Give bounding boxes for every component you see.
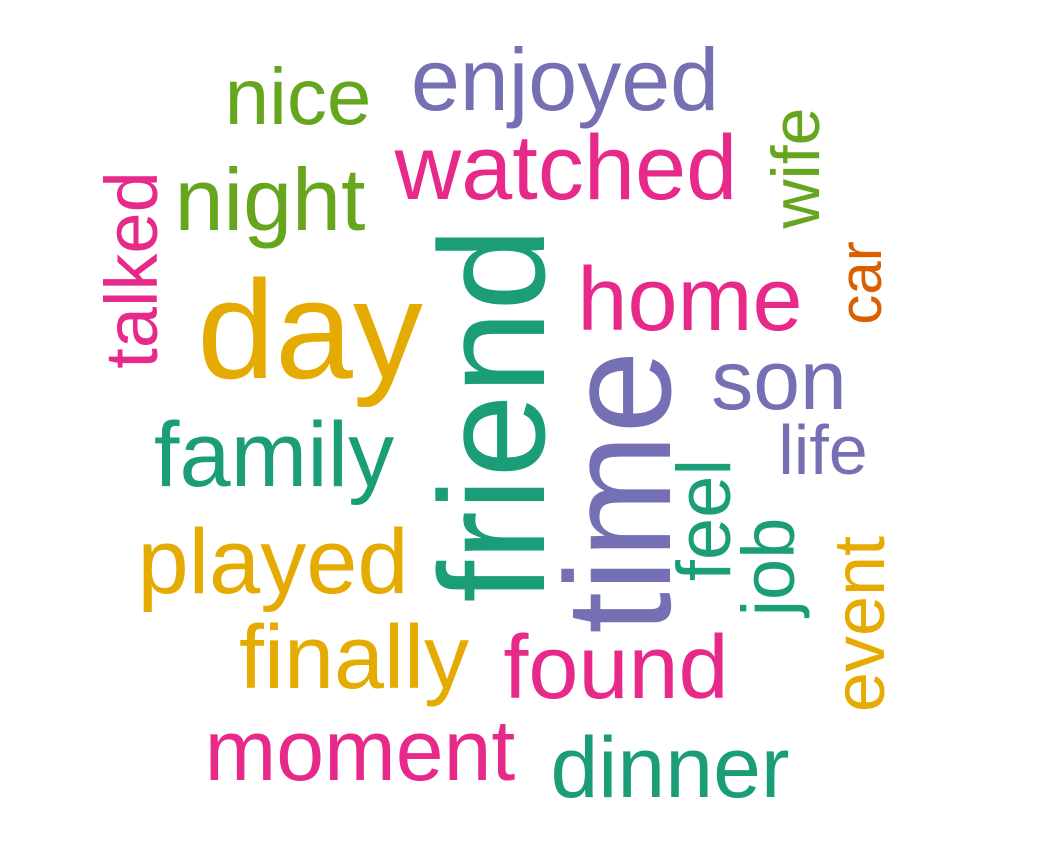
word-nice: nice (224, 52, 372, 141)
word-night: night (174, 150, 366, 249)
word-wife: wife (758, 107, 834, 229)
word-watched: watched (394, 117, 738, 219)
word-enjoyed: enjoyed (410, 30, 720, 129)
word-talked: talked (90, 171, 173, 369)
word-found: found (503, 618, 729, 718)
word-job: job (727, 517, 810, 617)
word-son: son (711, 333, 847, 427)
word-family: family (153, 404, 395, 506)
word-moment: moment (204, 703, 516, 799)
word-home: home (577, 250, 803, 350)
word-day: day (197, 251, 423, 408)
word-finally: finally (238, 608, 470, 708)
word-dinner: dinner (550, 720, 790, 816)
word-life: life (778, 411, 868, 489)
word-car: car (827, 241, 894, 325)
word-played: played (137, 511, 409, 613)
word-event: event (820, 535, 900, 713)
